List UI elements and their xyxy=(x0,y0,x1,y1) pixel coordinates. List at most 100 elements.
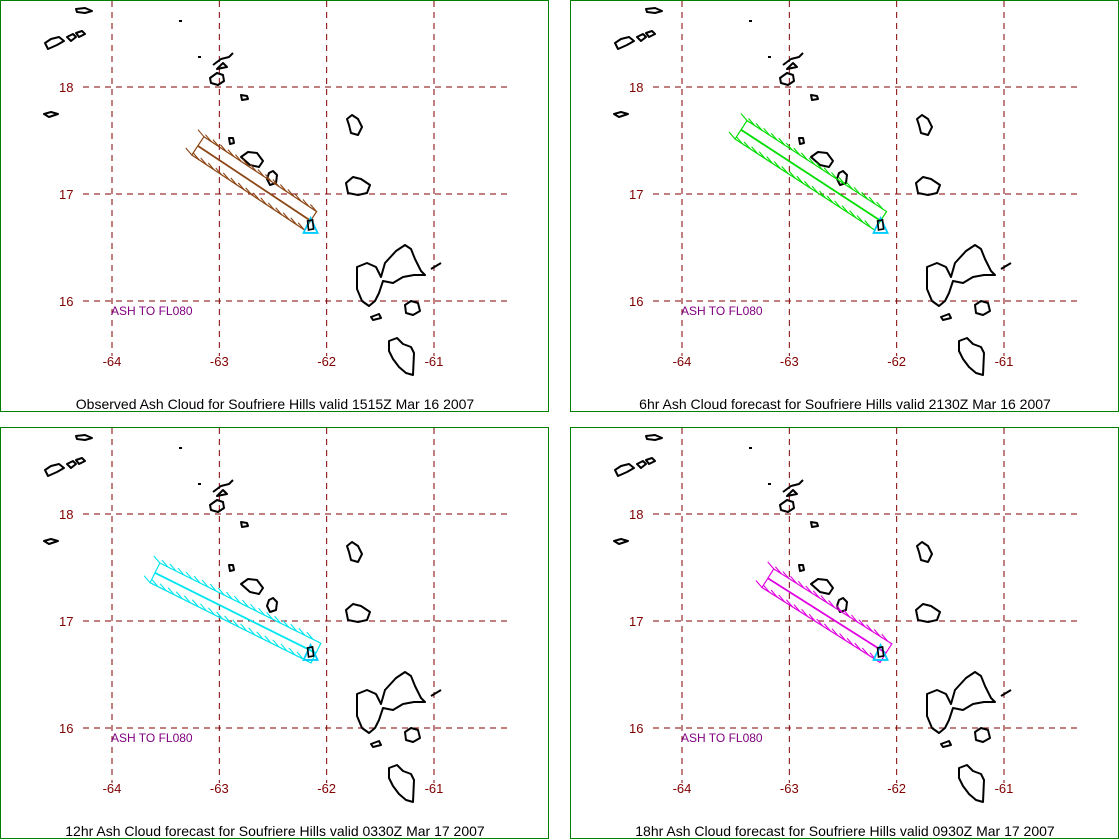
ash-hatch-mark xyxy=(287,189,295,197)
ash-hatch-mark xyxy=(280,643,288,652)
saba-coast xyxy=(240,521,249,528)
ash-hatch-mark xyxy=(816,162,823,171)
virgin-islands-coast xyxy=(44,457,86,477)
la-desirade-coast xyxy=(916,541,933,563)
ash-hatch-mark xyxy=(861,647,869,656)
ash-hatch-mark xyxy=(250,603,257,612)
ash-hatch-mark xyxy=(161,559,169,568)
ash-hatch-mark xyxy=(763,584,770,593)
volcano-marker-icon xyxy=(872,642,889,661)
latitude-label: 18 xyxy=(629,80,643,95)
ash-hatch-mark xyxy=(849,210,857,219)
ash-hatch-mark xyxy=(856,215,864,223)
ash-hatch-mark xyxy=(812,590,820,599)
ash-hatch-mark xyxy=(294,194,302,202)
ash-hatch-mark xyxy=(839,633,846,641)
map-canvas: 18 17 16 -64 -63 -62 -61 ASH TO FL080 Observed A… xyxy=(43,1,511,412)
ash-hatch-mark xyxy=(209,583,217,592)
nevis-coast xyxy=(810,578,834,595)
dominica-north-coast xyxy=(940,740,952,748)
montserrat-west-coast xyxy=(613,538,629,545)
ash-cloud xyxy=(143,555,322,664)
ash-hatch-mark xyxy=(183,595,191,604)
ash-hatch-mark xyxy=(834,200,841,209)
graticule xyxy=(653,1,1081,356)
montserrat-coast xyxy=(266,597,278,613)
ash-hatch-mark xyxy=(773,161,781,169)
la-desirade-coast xyxy=(346,541,363,563)
antigua-coast xyxy=(779,499,795,513)
saba-coast xyxy=(240,94,249,101)
ash-hatch-mark xyxy=(816,618,824,627)
ash-hatch-mark xyxy=(233,595,241,604)
nevis-coast xyxy=(810,151,834,168)
panel-caption: 18hr Ash Cloud forecast for Soufriere Hi… xyxy=(635,823,1055,839)
montserrat-island-coast xyxy=(306,219,315,231)
marie-galante-coast xyxy=(345,176,371,196)
ash-hatch-mark xyxy=(257,169,265,177)
ash-cloud xyxy=(728,113,888,231)
ash-hatch-mark xyxy=(793,604,801,612)
ash-hatch-mark xyxy=(873,629,881,637)
antigua-coast xyxy=(209,72,225,86)
anguilla-coast xyxy=(75,434,93,441)
longitude-label: -63 xyxy=(780,781,799,796)
latitude-label: 17 xyxy=(59,614,73,629)
ash-hatch-mark xyxy=(185,147,193,156)
la-desirade-coast xyxy=(916,114,933,136)
la-desirade-coast xyxy=(346,114,363,136)
longitude-label: -61 xyxy=(425,781,444,796)
map-panel-observed: 18 17 16 -64 -63 -62 -61 ASH TO FL080 Observed A… xyxy=(0,0,549,412)
panel-caption: Observed Ash Cloud for Soufriere Hills v… xyxy=(76,396,475,412)
dominica-north-coast xyxy=(370,740,382,748)
ash-hatch-mark xyxy=(290,217,298,226)
ash-hatch-mark xyxy=(800,152,808,161)
ash-cloud-outline xyxy=(190,135,318,231)
ash-hatch-mark xyxy=(242,599,249,608)
anguilla-coast xyxy=(645,7,663,14)
nevis-coast xyxy=(240,151,264,168)
ash-hatch-mark xyxy=(846,182,854,190)
ash-hatch-mark xyxy=(272,639,280,648)
latitude-label: 16 xyxy=(629,294,643,309)
longitude-label: -64 xyxy=(103,354,122,369)
ash-hatch-mark xyxy=(770,132,778,141)
ash-hatch-mark xyxy=(225,591,233,600)
ash-hatch-mark xyxy=(805,585,813,594)
montserrat-island-coast xyxy=(876,646,885,658)
ash-hatch-mark xyxy=(227,149,235,157)
ash-hatch-mark xyxy=(302,199,310,207)
ash-hatch-mark xyxy=(245,187,253,196)
graticule xyxy=(83,1,511,356)
latitude-label: 16 xyxy=(59,294,73,309)
ash-hatch-mark xyxy=(185,571,193,580)
ash-level-label: ASH TO FL080 xyxy=(111,731,193,745)
longitude-label: -63 xyxy=(780,354,799,369)
ash-hatch-mark xyxy=(866,624,873,632)
ash-hatch-mark xyxy=(793,147,801,156)
ash-hatch-mark xyxy=(193,575,201,584)
ash-hatch-mark xyxy=(861,191,869,200)
ash-hatch-mark xyxy=(868,196,876,205)
ash-hatch-mark xyxy=(881,633,889,642)
ash-hatch-mark xyxy=(258,607,265,616)
ash-hatch-mark xyxy=(831,628,839,637)
barbuda-coast xyxy=(782,479,804,497)
ash-hatch-mark xyxy=(808,613,816,622)
ash-hatch-mark xyxy=(175,591,183,600)
ash-hatch-mark xyxy=(153,555,161,564)
ash-hatch-mark xyxy=(297,222,305,231)
ash-hatch-mark xyxy=(785,599,793,608)
ash-hatch-mark xyxy=(215,167,223,176)
les-saintes-coast xyxy=(404,300,421,316)
ash-hatch-mark xyxy=(854,642,862,651)
virgin-islands-coast xyxy=(44,30,86,50)
ash-hatch-mark xyxy=(252,192,260,201)
ash-hatch-mark xyxy=(207,162,215,171)
stbarths-coast xyxy=(798,137,805,145)
stbarths-coast xyxy=(228,564,235,572)
longitude-label: -62 xyxy=(887,354,906,369)
ash-hatch-mark xyxy=(306,631,314,640)
latitude-label: 16 xyxy=(629,721,643,736)
ash-hatch-mark xyxy=(199,603,207,612)
